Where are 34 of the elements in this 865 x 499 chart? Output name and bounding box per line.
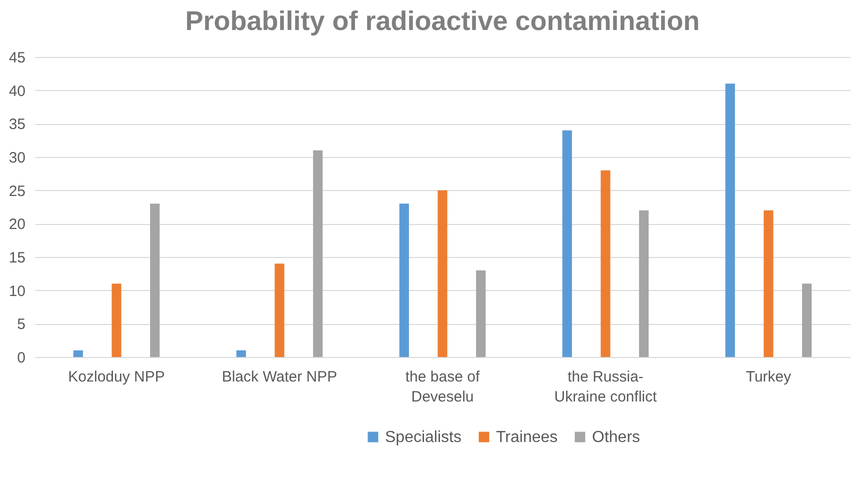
legend-label: Trainees — [496, 429, 558, 446]
x-tick-label: Turkey — [746, 368, 792, 386]
x-tick-label: the base of Deveselu — [405, 368, 480, 406]
bar — [150, 204, 160, 357]
bar — [562, 130, 572, 357]
x-tick-label: Kozloduy NPP — [68, 368, 165, 386]
y-tick-label: 40 — [8, 82, 26, 100]
bar — [600, 170, 610, 357]
bar — [112, 284, 122, 357]
legend-label: Others — [592, 429, 640, 446]
bar — [236, 350, 246, 357]
y-tick-label: 30 — [8, 150, 26, 166]
bar — [639, 210, 649, 357]
bar — [802, 284, 812, 357]
bar — [73, 350, 83, 357]
y-tick-label: 0 — [17, 350, 26, 366]
y-tick-label: 25 — [8, 182, 26, 200]
bar — [438, 190, 448, 357]
y-tick-label: 45 — [8, 50, 26, 66]
bar — [274, 264, 284, 357]
bar — [399, 204, 409, 357]
y-tick-label: 35 — [8, 116, 26, 134]
y-tick-label: 10 — [8, 282, 26, 300]
y-tick-label: 20 — [8, 216, 26, 234]
bar — [476, 270, 486, 357]
bar — [764, 210, 774, 357]
x-tick-label: the Russia- Ukraine conflict — [554, 368, 658, 406]
bar — [313, 150, 323, 357]
y-tick-label: 15 — [8, 250, 26, 266]
chart-title: Probability of radioactive contamination — [185, 6, 700, 36]
legend-label: Specialists — [385, 429, 462, 446]
x-tick-label: Black Water NPP — [222, 368, 338, 386]
y-tick-label: 5 — [17, 316, 26, 334]
bar — [725, 84, 735, 357]
